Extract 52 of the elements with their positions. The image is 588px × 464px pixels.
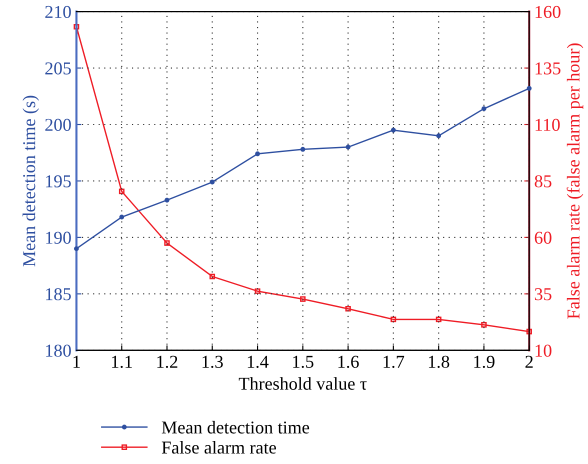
point <box>390 316 396 322</box>
point <box>526 328 532 334</box>
y-tick-label: 195 <box>46 175 71 188</box>
x-tick-label: 1.3 <box>202 356 223 368</box>
x-tick-label: 1.9 <box>474 356 494 368</box>
y-tick-label: 205 <box>45 62 71 74</box>
point <box>209 274 216 280</box>
y-tick-label: 200 <box>45 118 71 131</box>
y2-axis-title: False alarm rate (false alarm per hour) <box>566 43 584 319</box>
point <box>346 144 351 150</box>
x-axis-title: Threshold value τ <box>238 377 367 390</box>
point <box>300 146 306 152</box>
y-tick-label: 185 <box>46 288 71 300</box>
y-axis-title: Mean detection time (s) <box>22 96 39 266</box>
legend-label: Mean detection time <box>162 420 310 434</box>
point <box>345 306 351 312</box>
point <box>255 151 260 156</box>
x-tick-label: 1.7 <box>384 356 404 368</box>
point <box>481 106 486 112</box>
y2-tick-label: 35 <box>534 288 552 300</box>
point <box>390 128 396 133</box>
y-tick-label: 180 <box>46 344 71 357</box>
point <box>210 180 215 185</box>
x-tick-label: 1.2 <box>157 356 178 368</box>
x-tick-label: 2 <box>525 356 533 368</box>
point <box>481 322 487 328</box>
y2-tick-label: 135 <box>536 62 560 74</box>
point <box>526 86 532 91</box>
legend-label: False alarm rate <box>162 440 276 454</box>
x-tick-label: 1.6 <box>338 356 359 368</box>
point <box>74 246 79 252</box>
point <box>118 188 124 194</box>
point <box>300 296 306 302</box>
y2-tick-label: 110 <box>536 118 560 131</box>
point <box>74 24 80 30</box>
y2-tick-label: 60 <box>534 232 552 244</box>
x-tick-label: 1 <box>74 356 80 368</box>
point <box>436 133 442 138</box>
point <box>119 214 124 220</box>
y2-tick-label: 10 <box>536 344 552 357</box>
y-tick-label: 210 <box>45 6 71 18</box>
y2-tick-label: 160 <box>536 6 560 18</box>
point <box>164 198 170 203</box>
point <box>254 288 260 294</box>
point <box>164 240 170 246</box>
point <box>436 316 442 322</box>
y-tick-label: 190 <box>46 232 71 244</box>
y2-tick-label: 85 <box>534 175 552 188</box>
x-tick-label: 1.1 <box>112 356 132 368</box>
x-tick-label: 1.5 <box>293 356 314 368</box>
x-tick-label: 1.8 <box>428 356 450 368</box>
x-tick-label: 1.4 <box>248 356 269 368</box>
